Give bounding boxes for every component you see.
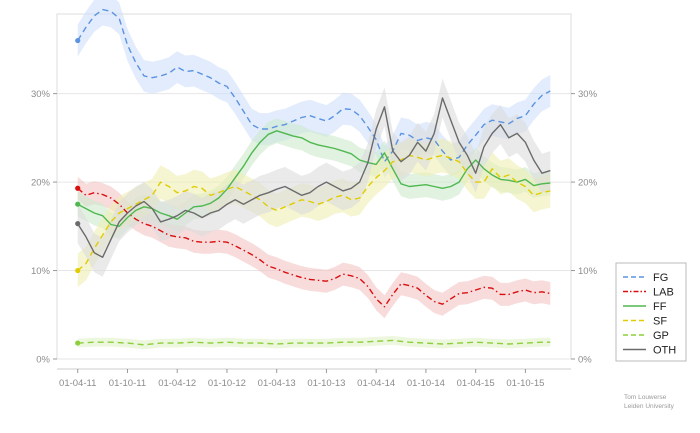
- series-line-oth: [77, 97, 551, 258]
- x-tick-label: 01-10-12: [208, 378, 246, 389]
- x-tick-label: 01-04-12: [158, 378, 196, 389]
- y-tick-label-right: 30%: [578, 89, 598, 100]
- legend-label-lab: LAB: [653, 287, 674, 299]
- credit-author: Tom Louwerse: [624, 394, 667, 401]
- y-tick-label-left: 10%: [31, 266, 51, 277]
- x-tick-label: 01-04-15: [457, 378, 495, 389]
- legend-label-gp: GP: [653, 330, 669, 342]
- y-tick-label-right: 0%: [578, 355, 592, 366]
- series-line-gp: [77, 339, 551, 346]
- series-line-lab: [77, 187, 551, 308]
- series-line-fg: [77, 8, 551, 163]
- legend: FG LAB FF SF GP OTH: [615, 262, 687, 362]
- y-tick-label-right: 10%: [578, 266, 598, 277]
- start-marker-gp: [75, 340, 81, 346]
- x-tick-label: 01-10-15: [506, 378, 544, 389]
- x-tick-label: 01-10-11: [109, 378, 146, 389]
- legend-label-sf: SF: [653, 316, 667, 328]
- y-tick-label-left: 20%: [31, 178, 51, 189]
- band-sf: [77, 138, 551, 288]
- x-tick-label: 01-10-14: [407, 378, 445, 389]
- credit-affiliation: Leiden University: [624, 403, 674, 410]
- x-tick-label: 01-04-11: [59, 378, 96, 389]
- x-tick-label: 01-10-13: [307, 378, 345, 389]
- start-marker-sf: [75, 267, 81, 274]
- legend-box: [615, 262, 687, 362]
- y-axis-left: 0% 10% 20% 30%: [31, 89, 57, 366]
- x-tick-label: 01-04-13: [258, 378, 296, 389]
- x-axis: 01-04-11 01-10-11 01-04-12 01-10-12 01-04-13…: [57, 368, 571, 389]
- start-marker-lab: [75, 185, 81, 191]
- band-oth: [77, 78, 551, 277]
- legend-label-fg: FG: [653, 272, 668, 284]
- start-marker-oth: [75, 221, 81, 227]
- band-lab: [77, 176, 551, 319]
- legend-label-oth: OTH: [653, 345, 676, 357]
- start-markers: [75, 37, 81, 346]
- y-tick-label-left: 30%: [31, 89, 51, 100]
- series-line-sf: [77, 154, 551, 272]
- series-lines: [77, 8, 551, 346]
- y-tick-label-right: 20%: [578, 178, 598, 189]
- confidence-bands: [77, 0, 551, 350]
- start-marker-ff: [75, 201, 81, 207]
- legend-label-ff: FF: [653, 301, 667, 313]
- y-tick-label-left: 0%: [36, 355, 50, 366]
- x-tick-label: 01-04-14: [357, 378, 395, 389]
- start-marker-fg: [75, 37, 81, 44]
- y-axis-right: 0% 10% 20% 30%: [571, 89, 598, 366]
- band-gp: [77, 336, 551, 350]
